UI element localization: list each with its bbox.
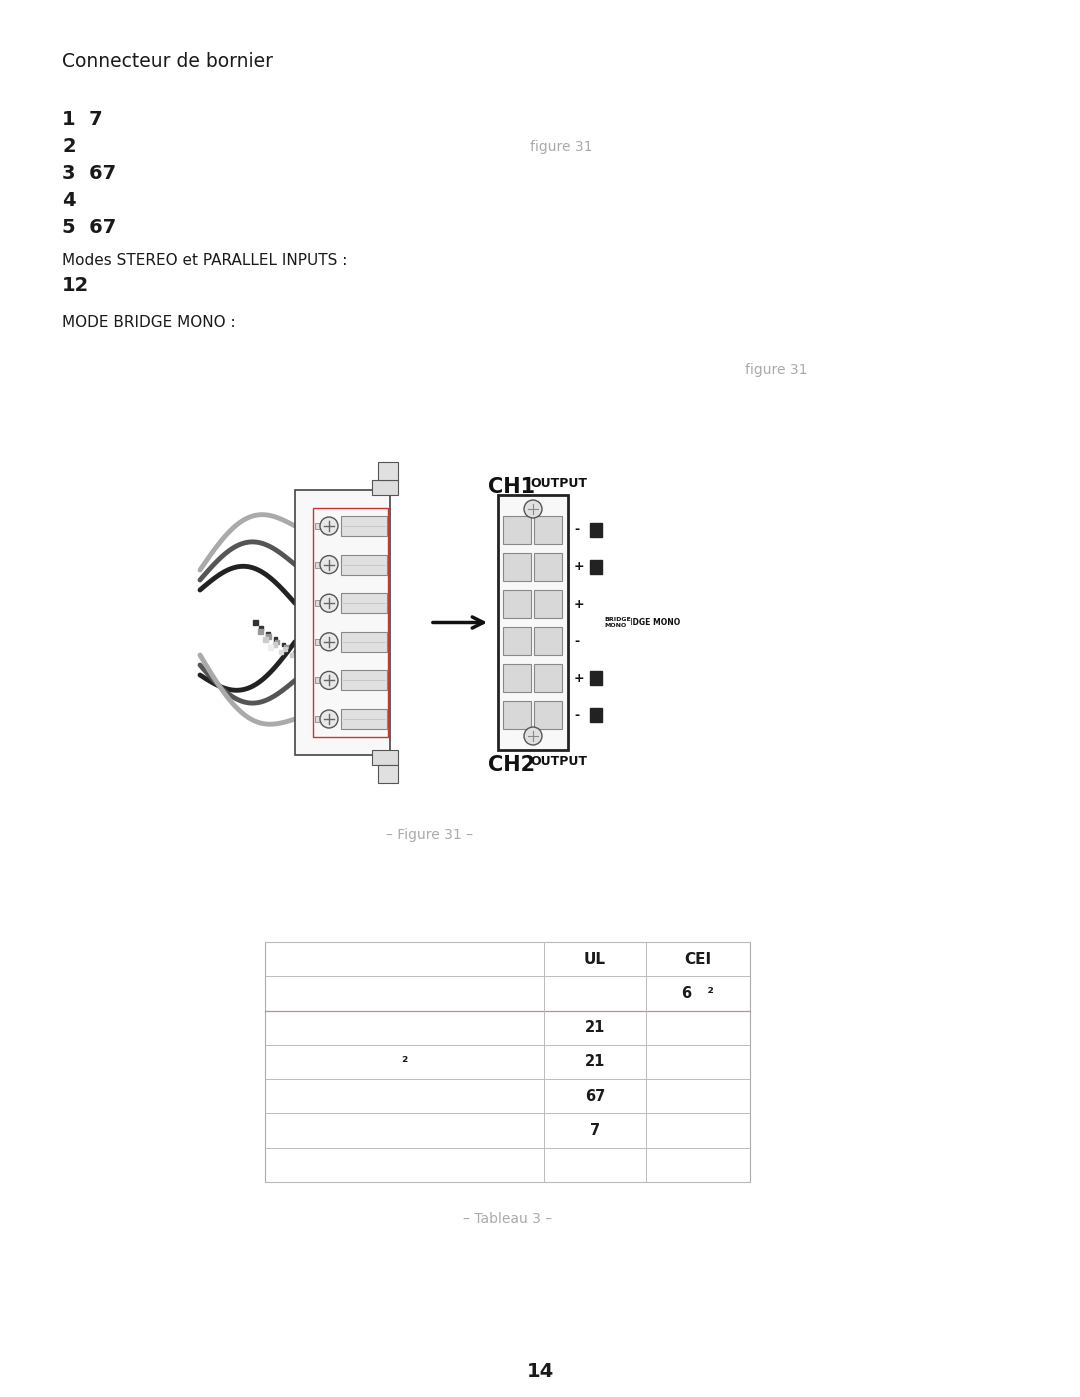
Bar bbox=[503, 515, 531, 543]
Bar bbox=[273, 643, 278, 647]
Bar bbox=[279, 650, 283, 654]
Text: 12: 12 bbox=[62, 277, 90, 295]
Bar bbox=[301, 657, 305, 661]
Text: 3  67: 3 67 bbox=[62, 163, 117, 183]
Bar bbox=[315, 638, 321, 645]
Bar bbox=[503, 590, 531, 617]
Circle shape bbox=[320, 594, 338, 612]
Text: +: + bbox=[573, 598, 584, 610]
Text: -: - bbox=[573, 708, 579, 721]
Circle shape bbox=[320, 556, 338, 574]
Text: CH1: CH1 bbox=[488, 476, 535, 497]
Polygon shape bbox=[590, 522, 602, 536]
Text: BRIDGE
MONO: BRIDGE MONO bbox=[604, 617, 631, 627]
Bar bbox=[313, 659, 316, 662]
Bar bbox=[305, 655, 308, 658]
Bar bbox=[283, 643, 285, 645]
Text: Connecteur de bornier: Connecteur de bornier bbox=[62, 52, 273, 71]
Circle shape bbox=[524, 500, 542, 518]
Text: -: - bbox=[573, 634, 579, 647]
Text: OUTPUT: OUTPUT bbox=[530, 754, 588, 768]
Bar bbox=[534, 627, 562, 655]
Text: – Tableau 3 –: – Tableau 3 – bbox=[463, 1213, 552, 1227]
Text: Modes STEREO et PARALLEL INPUTS :: Modes STEREO et PARALLEL INPUTS : bbox=[62, 253, 348, 268]
Circle shape bbox=[524, 726, 542, 745]
Text: CEI: CEI bbox=[685, 951, 712, 967]
Bar bbox=[534, 553, 562, 581]
Text: 67: 67 bbox=[584, 1088, 605, 1104]
Text: MODE BRIDGE MONO :: MODE BRIDGE MONO : bbox=[62, 314, 235, 330]
Bar bbox=[315, 562, 321, 567]
Text: 2: 2 bbox=[62, 137, 76, 156]
Text: -: - bbox=[573, 524, 579, 536]
Bar bbox=[294, 650, 297, 652]
Bar bbox=[498, 495, 568, 750]
Bar bbox=[265, 942, 750, 1182]
Bar bbox=[295, 490, 390, 754]
Bar bbox=[315, 717, 321, 722]
Polygon shape bbox=[590, 671, 602, 685]
Bar bbox=[503, 664, 531, 692]
Bar bbox=[372, 750, 399, 766]
Bar bbox=[264, 637, 268, 643]
Bar bbox=[534, 701, 562, 729]
Bar bbox=[372, 481, 399, 495]
Text: figure 31: figure 31 bbox=[530, 140, 593, 154]
Bar bbox=[313, 509, 388, 738]
Bar bbox=[274, 637, 278, 641]
Bar bbox=[315, 522, 321, 529]
Bar bbox=[341, 671, 387, 690]
Text: 7: 7 bbox=[590, 1123, 599, 1139]
Text: 4: 4 bbox=[62, 191, 76, 210]
Text: 5  67: 5 67 bbox=[62, 218, 117, 237]
Text: figure 31: figure 31 bbox=[745, 363, 808, 377]
Text: BRIDGE MONO: BRIDGE MONO bbox=[618, 617, 680, 627]
Polygon shape bbox=[590, 708, 602, 722]
Circle shape bbox=[320, 710, 338, 728]
Polygon shape bbox=[590, 560, 602, 574]
Text: UL: UL bbox=[584, 951, 606, 967]
Bar bbox=[341, 710, 387, 729]
Bar bbox=[258, 629, 264, 634]
Text: CH2: CH2 bbox=[488, 754, 535, 775]
Bar bbox=[378, 766, 399, 782]
Text: OUTPUT: OUTPUT bbox=[530, 476, 588, 490]
Bar bbox=[253, 620, 257, 624]
Text: 21: 21 bbox=[584, 1020, 605, 1035]
Bar bbox=[289, 654, 294, 658]
Bar bbox=[284, 645, 287, 648]
Text: ²: ² bbox=[402, 1055, 407, 1070]
Bar bbox=[266, 634, 271, 638]
Bar bbox=[341, 594, 387, 613]
Bar bbox=[534, 590, 562, 617]
Bar bbox=[503, 627, 531, 655]
Text: +: + bbox=[573, 560, 584, 574]
Bar bbox=[268, 645, 273, 651]
Bar bbox=[266, 631, 270, 636]
Bar bbox=[378, 462, 399, 481]
Bar bbox=[503, 553, 531, 581]
Text: 21: 21 bbox=[584, 1055, 605, 1070]
Bar bbox=[503, 701, 531, 729]
Circle shape bbox=[320, 633, 338, 651]
Text: +: + bbox=[573, 672, 584, 685]
Bar bbox=[315, 601, 321, 606]
Bar bbox=[294, 651, 297, 655]
Text: – Figure 31 –: – Figure 31 – bbox=[387, 828, 473, 842]
Text: 1  7: 1 7 bbox=[62, 110, 103, 129]
Bar bbox=[283, 647, 287, 651]
Bar bbox=[341, 631, 387, 652]
Bar bbox=[534, 515, 562, 543]
Text: 6   ²: 6 ² bbox=[681, 986, 714, 1000]
Circle shape bbox=[320, 672, 338, 689]
Bar bbox=[315, 678, 321, 683]
Bar bbox=[341, 555, 387, 574]
Bar bbox=[534, 664, 562, 692]
Bar bbox=[341, 515, 387, 536]
Bar bbox=[274, 640, 279, 644]
Text: 14: 14 bbox=[526, 1362, 554, 1382]
Bar bbox=[259, 626, 264, 630]
Circle shape bbox=[320, 517, 338, 535]
